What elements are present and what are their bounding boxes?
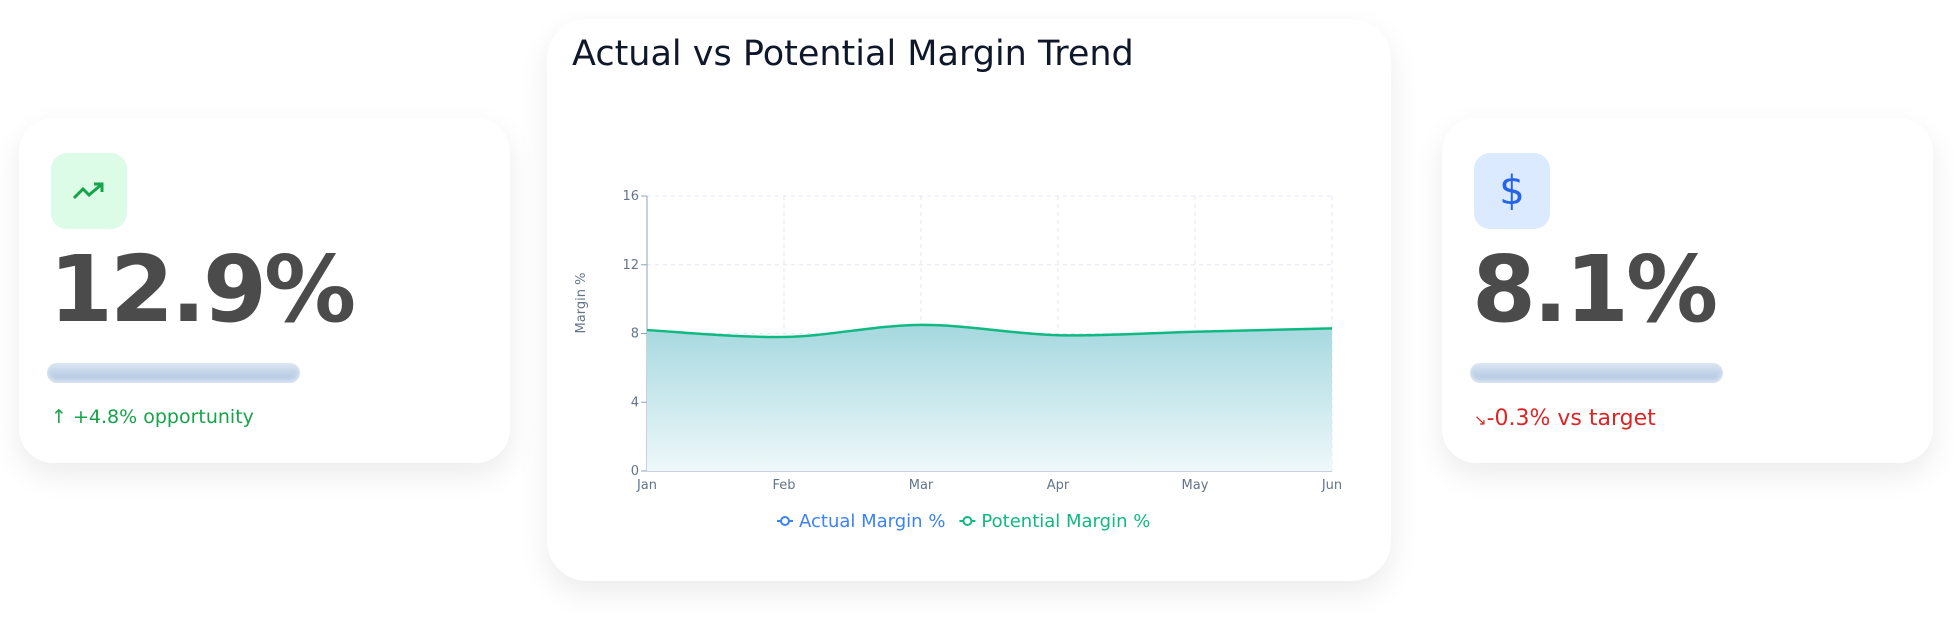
chart-card: Actual vs Potential Margin Trend Margin … <box>547 19 1391 581</box>
x-tick-label: Jan <box>636 478 657 493</box>
legend-label: Actual Margin % <box>799 511 945 532</box>
y-tick-label: 16 <box>622 189 639 204</box>
kpi-card: 12.9% ↑ +4.8% opportunity <box>19 118 510 463</box>
y-tick-label: 12 <box>622 258 639 273</box>
area <box>647 324 1332 471</box>
legend-label: Potential Margin % <box>981 511 1150 532</box>
legend-item: Potential Margin % <box>959 511 1150 532</box>
y-tick-label: 4 <box>631 395 639 410</box>
note-text: +4.8% opportunity <box>72 406 254 428</box>
progress-bar <box>1470 363 1723 383</box>
x-tick-label: Feb <box>772 478 795 493</box>
chart-title: Actual vs Potential Margin Trend <box>572 34 1134 74</box>
line <box>646 323 1333 339</box>
y-tick-label: 0 <box>631 464 639 479</box>
legend-swatch-dot <box>780 516 790 526</box>
x-tick-label: Apr <box>1047 478 1070 493</box>
y-axis-label: Margin % <box>574 273 589 334</box>
trend-icon <box>51 153 127 229</box>
legend-swatch-dot <box>962 516 973 526</box>
dollar-icon: $ <box>1474 153 1550 229</box>
progress-bar <box>47 363 300 383</box>
legend-item: Actual Margin % <box>777 511 945 532</box>
kpi-note: ↘-0.3% vs target <box>1474 406 1656 431</box>
x-tick-label: May <box>1182 478 1209 493</box>
y-tick-label: 8 <box>631 327 639 342</box>
x-tick-label: Mar <box>909 478 934 493</box>
chart: Actual vs Potential Margin Trend Margin … <box>572 34 1342 532</box>
kpi-note: ↑ +4.8% opportunity <box>51 406 254 428</box>
kpi-card: $ 8.1% ↘-0.3% vs target <box>1442 118 1933 463</box>
note-text: -0.3% vs target <box>1486 406 1656 431</box>
kpi-value: 8.1% <box>1472 236 1718 343</box>
kpi-value: 12.9% <box>49 236 356 343</box>
x-tick-label: Jun <box>1321 478 1342 493</box>
